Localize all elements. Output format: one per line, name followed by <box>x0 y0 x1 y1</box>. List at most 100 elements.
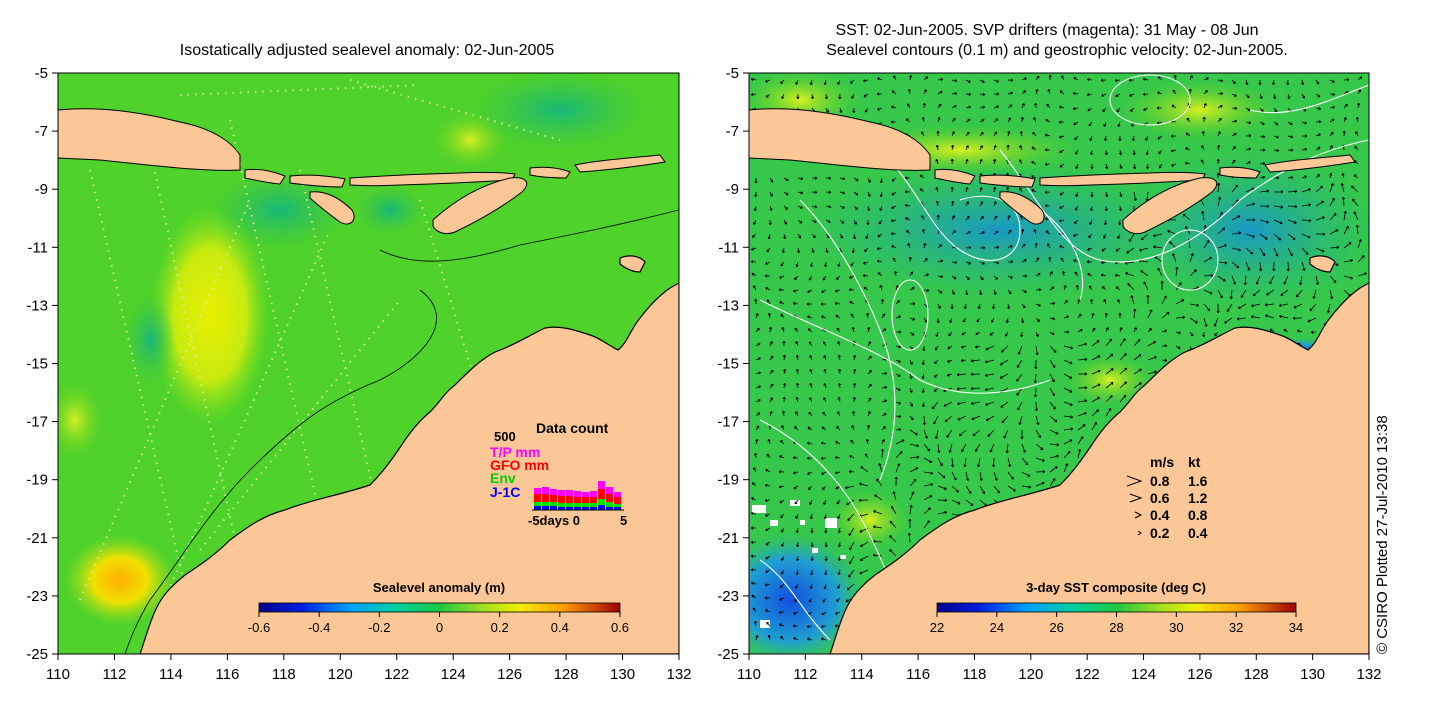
velocity-vector <box>1231 247 1241 252</box>
velocity-vector <box>1156 106 1163 110</box>
velocity-vector <box>957 415 967 421</box>
velocity-vector <box>823 368 827 375</box>
velocity-vector <box>1201 130 1205 137</box>
left-anomaly-low <box>470 73 650 150</box>
velocity-vector <box>769 341 773 347</box>
velocity-vector <box>1031 146 1037 151</box>
velocity-vector <box>1343 103 1348 109</box>
velocity-vector <box>1160 280 1164 291</box>
velocity-vector <box>849 301 855 305</box>
colorbar-tick-label: 30 <box>1169 620 1183 635</box>
x-tick-label: 124 <box>441 666 466 683</box>
velocity-vector <box>1147 341 1157 347</box>
velocity-vector <box>1217 91 1224 96</box>
velocity-vector <box>909 443 920 448</box>
velocity-vector <box>750 247 757 251</box>
y-tick-label: -21 <box>26 530 48 547</box>
y-tick-label: -13 <box>26 297 48 314</box>
velocity-vector <box>810 93 815 100</box>
velocity-vector <box>1090 192 1094 198</box>
velocity-vector <box>921 116 925 123</box>
y-tick-label: -25 <box>717 646 739 663</box>
velocity-vector <box>908 518 912 529</box>
velocity-vector <box>1031 161 1037 165</box>
velocity-vector <box>794 499 799 505</box>
velocity-vector <box>1035 88 1039 95</box>
velocity-vector <box>778 470 785 474</box>
velocity-vector <box>1329 183 1334 193</box>
velocity-legend-header-ms: m/s <box>1150 454 1174 470</box>
velocity-vector <box>895 284 899 291</box>
velocity-vector <box>1188 88 1192 95</box>
velocity-vector <box>946 373 953 377</box>
velocity-vector <box>1329 197 1335 207</box>
velocity-vector <box>779 583 785 588</box>
velocity-vector <box>1019 159 1023 165</box>
velocity-vector <box>846 583 855 591</box>
velocity-vector <box>1203 89 1208 95</box>
velocity-vector <box>839 191 846 195</box>
velocity-vector <box>1045 118 1051 123</box>
velocity-vector <box>1329 79 1335 83</box>
data-count-title: Data count <box>536 420 609 436</box>
velocity-vector <box>1021 77 1027 81</box>
velocity-vector <box>991 317 995 323</box>
velocity-vector <box>837 341 841 347</box>
velocity-vector <box>750 77 757 81</box>
velocity-vector <box>993 105 999 109</box>
velocity-vector <box>979 246 986 250</box>
right-x-axis: 110 112 114 116 118 120 122 124 126 128 130 132 <box>737 654 1382 683</box>
velocity-vector <box>951 131 955 137</box>
velocity-vector <box>853 382 857 389</box>
velocity-vector <box>782 340 786 347</box>
y-tick-label: -23 <box>26 588 48 605</box>
velocity-vector <box>849 275 855 279</box>
velocity-vector <box>1189 75 1193 81</box>
colorbar-tick-label: 28 <box>1109 620 1123 635</box>
velocity-vector <box>923 257 928 263</box>
velocity-vector <box>1315 216 1325 221</box>
velocity-vector <box>1049 415 1058 423</box>
velocity-vector <box>1073 259 1079 263</box>
velocity-vector <box>1088 121 1093 127</box>
velocity-vector <box>1101 286 1107 291</box>
velocity-vector <box>1021 471 1031 477</box>
velocity-vector <box>922 415 927 426</box>
velocity-vector <box>881 399 888 403</box>
velocity-vector <box>890 120 897 124</box>
velocity-vector <box>989 331 995 336</box>
velocity-vector <box>1231 215 1241 221</box>
velocity-vector <box>837 527 841 534</box>
velocity-vector <box>795 555 800 562</box>
velocity-vector <box>1063 315 1069 319</box>
velocity-vector <box>1250 315 1261 319</box>
velocity-vector <box>1131 135 1136 142</box>
velocity-vector <box>1063 300 1068 305</box>
velocity-vector <box>1287 247 1293 257</box>
velocity-vector <box>956 373 967 377</box>
velocity-vector <box>923 317 928 323</box>
velocity-vector <box>781 527 785 533</box>
velocity-vector <box>1105 368 1114 375</box>
velocity-vector <box>1104 312 1108 319</box>
velocity-vector <box>839 177 846 181</box>
velocity-vector <box>1021 443 1026 453</box>
velocity-vector <box>1044 217 1051 221</box>
right-lesser-sunda-islands <box>934 154 1356 235</box>
velocity-vector <box>1047 88 1051 95</box>
x-tick-label: 128 <box>1244 666 1269 683</box>
velocity-vector <box>808 485 813 490</box>
velocity-vector <box>1140 270 1149 277</box>
velocity-vector <box>848 569 855 578</box>
velocity-vector <box>794 426 799 431</box>
velocity-vector <box>834 289 841 293</box>
velocity-vector <box>1086 93 1093 97</box>
velocity-vector <box>951 471 957 481</box>
velocity-vector <box>1086 260 1093 264</box>
velocity-vector <box>1259 189 1270 193</box>
data-count-bar-segment <box>590 491 597 497</box>
velocity-vector <box>755 313 759 319</box>
velocity-vector <box>904 176 911 180</box>
velocity-vector <box>808 597 813 603</box>
velocity-vector <box>753 219 757 225</box>
